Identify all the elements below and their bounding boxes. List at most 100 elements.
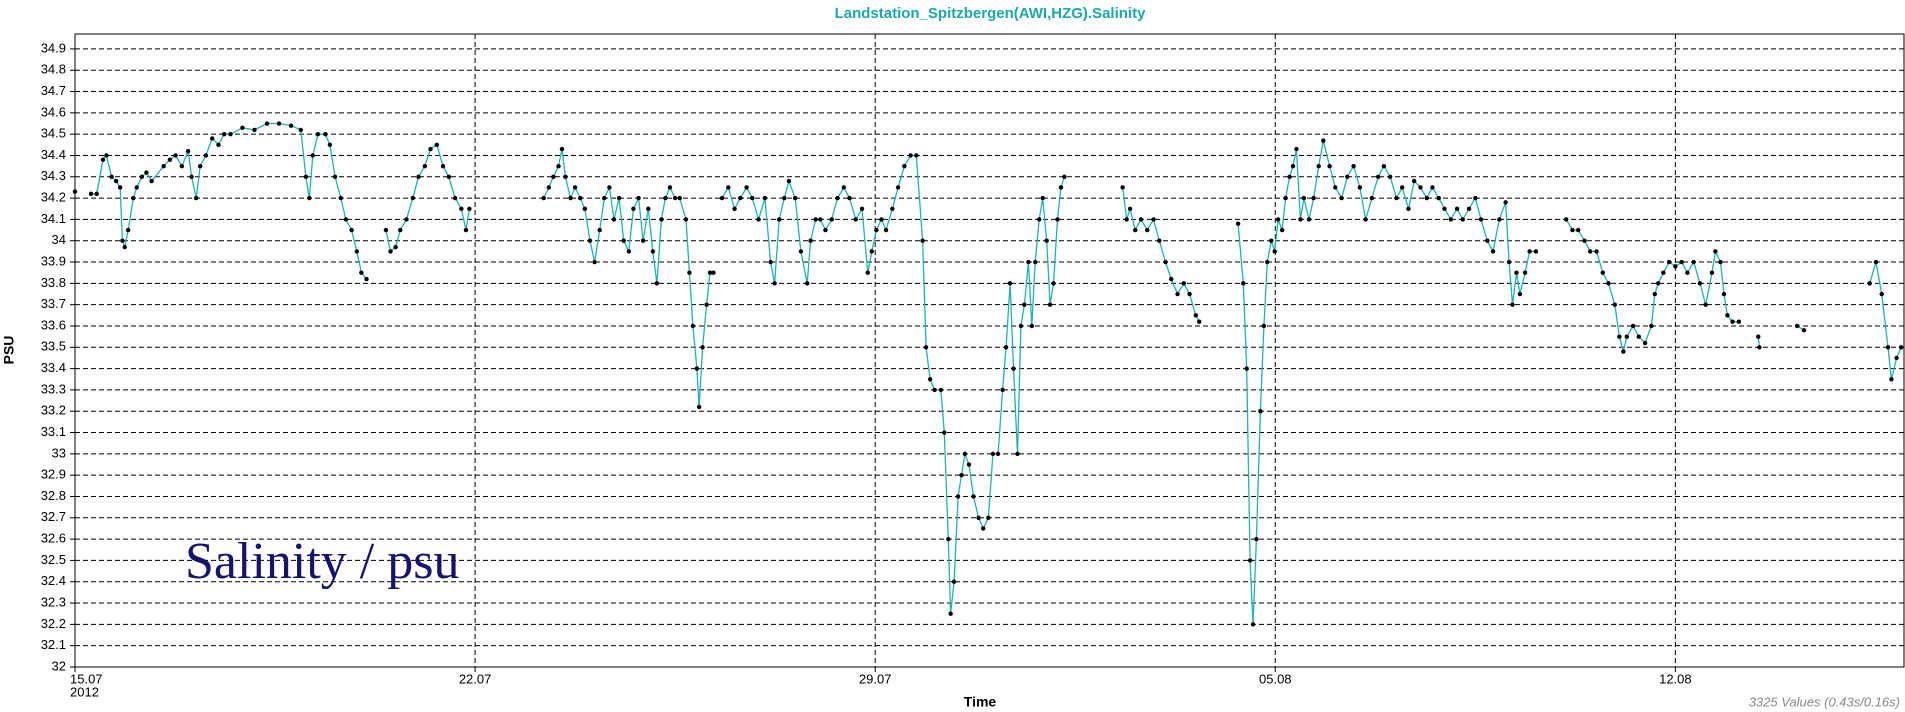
y-tick-label: 34.3 [41, 168, 66, 183]
y-tick-label: 33.7 [41, 296, 66, 311]
data-point [1466, 206, 1472, 211]
data-point [1399, 185, 1405, 190]
data-point [704, 302, 709, 307]
data-point [1369, 195, 1375, 201]
data-point [587, 238, 593, 243]
data-point [895, 185, 901, 190]
x-axis-label: Time [964, 694, 997, 710]
data-point [1298, 217, 1303, 222]
data-point [1062, 174, 1067, 179]
data-point [696, 404, 702, 410]
data-point [189, 174, 194, 179]
data-point [1497, 217, 1502, 222]
data-point [459, 206, 464, 211]
y-tick-label: 33.2 [41, 403, 66, 418]
data-point [818, 217, 823, 222]
data-point [932, 387, 937, 393]
data-point [1867, 281, 1872, 286]
data-point [1258, 409, 1263, 414]
data-point [582, 206, 588, 211]
data-point [768, 259, 773, 265]
data-point [1506, 259, 1512, 265]
data-point [1600, 270, 1605, 275]
data-point [139, 174, 145, 179]
data-point [750, 195, 755, 201]
data-point [161, 163, 166, 169]
data-point [264, 121, 270, 126]
data-point [185, 149, 191, 154]
data-point [786, 178, 792, 184]
data-point [951, 579, 957, 584]
data-point [343, 217, 349, 222]
data-point [1460, 217, 1465, 222]
data-point [948, 611, 953, 616]
data-point [1345, 174, 1350, 179]
data-point [776, 217, 782, 222]
data-point [572, 185, 578, 190]
data-point [1133, 227, 1138, 233]
data-point [203, 153, 209, 158]
data-point [650, 249, 656, 254]
data-point [1247, 558, 1253, 563]
x-tick-label: 22.07 [459, 671, 492, 686]
data-point [1037, 217, 1042, 222]
y-tick-label: 33 [52, 445, 66, 460]
data-point [762, 195, 768, 201]
data-point [88, 191, 94, 197]
data-point [1889, 377, 1894, 382]
data-point [559, 146, 565, 152]
data-point [1235, 221, 1241, 226]
data-point [1442, 206, 1447, 211]
data-point [756, 217, 761, 222]
y-tick-label: 32.2 [41, 616, 66, 631]
y-tick-label: 34.6 [41, 104, 66, 119]
data-point [109, 174, 114, 179]
data-point [120, 238, 125, 243]
y-tick-label: 32.8 [41, 488, 66, 503]
data-point [1430, 185, 1435, 190]
data-point [332, 174, 338, 179]
data-point [804, 281, 810, 286]
data-point [1685, 270, 1690, 275]
data-point [672, 195, 678, 201]
y-tick-label: 32.4 [41, 573, 66, 588]
data-point [1241, 281, 1246, 286]
y-tick-label: 32.3 [41, 594, 66, 609]
data-point [1894, 355, 1899, 361]
data-point [131, 195, 136, 201]
data-point [1794, 323, 1800, 329]
data-point [1169, 276, 1174, 282]
data-point [1321, 138, 1326, 143]
data-point [853, 217, 858, 222]
data-point [923, 345, 929, 350]
data-point [1187, 291, 1192, 297]
data-point [1636, 334, 1641, 339]
data-point [798, 249, 804, 254]
data-point [1649, 323, 1654, 329]
data-point [288, 123, 294, 128]
data-point [422, 163, 427, 169]
x-tick-label: 15.07 [70, 671, 103, 686]
data-point [808, 238, 813, 243]
data-point [1709, 270, 1715, 275]
data-point [981, 526, 986, 531]
data-point [1015, 451, 1020, 457]
data-point [1333, 185, 1338, 190]
data-point [813, 217, 818, 222]
data-point [1570, 227, 1575, 233]
chart-title: Landstation_Spitzbergen(AWI,HZG).Salinit… [835, 5, 1147, 22]
data-point [1157, 238, 1162, 243]
data-point [1757, 345, 1762, 350]
data-point [1000, 387, 1005, 393]
y-tick-label: 32.5 [41, 552, 66, 567]
data-point [621, 238, 626, 243]
data-point [1269, 238, 1274, 243]
data-point [902, 163, 907, 169]
annotation: Salinity / psu [185, 533, 459, 590]
data-point [428, 146, 433, 152]
data-point [149, 178, 154, 184]
data-point [1564, 217, 1569, 222]
data-point [640, 238, 646, 243]
data-point [551, 174, 556, 179]
data-point [1621, 349, 1626, 354]
